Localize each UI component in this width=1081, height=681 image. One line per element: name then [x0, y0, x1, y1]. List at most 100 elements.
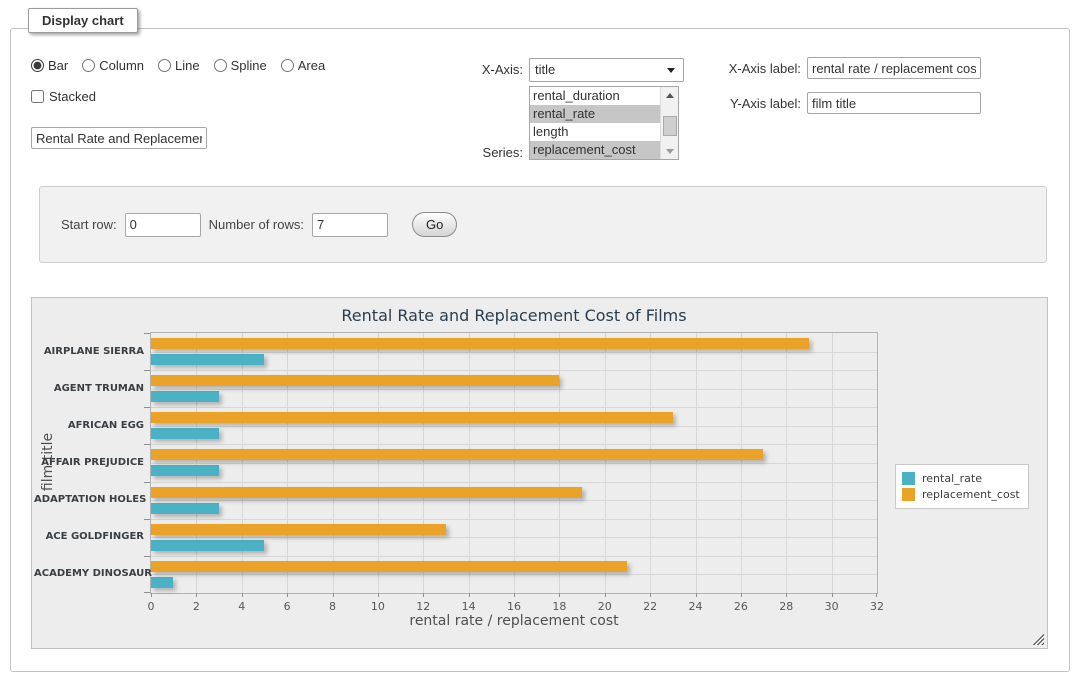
- go-button[interactable]: Go: [412, 212, 458, 237]
- listbox-scrollbar[interactable]: [660, 87, 678, 159]
- column-radio[interactable]: [82, 59, 96, 72]
- scroll-up-button[interactable]: [661, 87, 678, 103]
- tick-mark: [151, 593, 152, 597]
- x-tick-label: 14: [461, 600, 476, 613]
- scrollbar-thumb[interactable]: [663, 116, 677, 136]
- row-range-controls: Start row: Number of rows: Go: [61, 212, 458, 237]
- line-radio[interactable]: [158, 59, 172, 72]
- num-rows-input[interactable]: [312, 212, 388, 237]
- gridline: [151, 444, 877, 446]
- bar: [151, 338, 809, 349]
- x-tick-label: 12: [416, 600, 431, 613]
- chart-type-bar[interactable]: Bar: [31, 58, 68, 73]
- gridline: [151, 407, 877, 409]
- legend-label: rental_rate: [922, 472, 982, 485]
- bar-radio-label: Bar: [48, 58, 69, 73]
- tick-mark: [332, 593, 334, 597]
- gridline: [151, 537, 877, 539]
- legend-label: replacement_cost: [922, 488, 1020, 501]
- x-tick-label: 32: [870, 600, 884, 613]
- tick-mark: [144, 370, 150, 372]
- tick-mark: [740, 593, 742, 597]
- series-option-length[interactable]: length: [533, 124, 569, 139]
- category-label: ADAPTATION HOLES: [34, 494, 147, 506]
- stacked-checkbox[interactable]: [31, 90, 44, 103]
- chart-type-radio-group: Bar Column Line Spline Area: [31, 58, 325, 73]
- tick-mark: [144, 444, 150, 446]
- legend-swatch: [902, 472, 915, 485]
- tick-mark: [604, 593, 606, 597]
- area-radio[interactable]: [280, 59, 294, 72]
- tick-mark: [786, 593, 788, 597]
- scroll-down-button[interactable]: [661, 143, 678, 159]
- series-option-replacement-cost[interactable]: replacement_cost: [530, 141, 678, 159]
- bar: [151, 391, 219, 403]
- bar: [151, 449, 764, 461]
- gridline: [151, 574, 877, 576]
- gridline: [151, 388, 877, 390]
- gridline: [151, 518, 877, 520]
- tick-mark: [559, 593, 561, 597]
- series-option-rental-rate[interactable]: rental_rate: [530, 105, 678, 123]
- chart-type-line[interactable]: Line: [158, 58, 200, 73]
- chart-container: Rental Rate and Replacement Cost of Film…: [31, 297, 1048, 649]
- area-radio-label: Area: [297, 58, 326, 73]
- spline-radio-label: Spline: [230, 58, 267, 73]
- stacked-label: Stacked: [49, 89, 96, 104]
- category-label: AIRPLANE SIERRA: [43, 345, 144, 357]
- x-axis-label-caption: X-Axis label:: [728, 61, 801, 76]
- tick-mark: [468, 593, 470, 597]
- series-listbox[interactable]: rental_duration rental_rate length repla…: [529, 86, 679, 160]
- legend-item: rental_rate: [902, 472, 1020, 485]
- bar: [151, 486, 582, 498]
- tick-mark: [514, 593, 515, 597]
- x-tick-label: 18: [552, 600, 567, 613]
- fieldset-legend: Display chart: [28, 8, 138, 33]
- chart-type-column[interactable]: Column: [82, 58, 144, 73]
- series-option-rental-duration[interactable]: rental_duration: [533, 88, 620, 103]
- gridline: [151, 370, 877, 372]
- y-axis-label-input[interactable]: [807, 92, 981, 114]
- x-tick-label: 30: [824, 600, 839, 613]
- tick-mark: [377, 593, 379, 597]
- x-tick-label: 28: [779, 600, 794, 613]
- category-label: ACADEMY DINOSAUR: [34, 568, 152, 580]
- spline-radio[interactable]: [213, 59, 227, 72]
- chart-type-spline[interactable]: Spline: [213, 58, 267, 73]
- tick-mark: [695, 593, 697, 597]
- bar: [151, 560, 628, 572]
- category-label: AFFAIR PREJUDICE: [41, 457, 144, 468]
- category-label: ACE GOLDFINGER: [45, 531, 144, 543]
- stacked-option[interactable]: Stacked: [31, 89, 96, 104]
- x-tick-label: 4: [238, 600, 246, 613]
- legend-swatch: [902, 488, 915, 501]
- bar-radio[interactable]: [31, 59, 44, 72]
- x-axis-label-input[interactable]: [807, 57, 981, 79]
- x-tick-label: 22: [643, 600, 658, 613]
- x-tick-label: 6: [283, 600, 291, 613]
- x-tick-label: 2: [192, 600, 200, 613]
- chart-type-area[interactable]: Area: [280, 58, 326, 73]
- gridline: [151, 500, 877, 502]
- bar: [151, 428, 219, 440]
- tick-mark: [287, 593, 289, 597]
- resize-handle-icon[interactable]: [1032, 633, 1044, 645]
- chart-title-input[interactable]: [31, 127, 207, 149]
- bar: [151, 502, 219, 514]
- gridline: [151, 481, 877, 483]
- start-row-input[interactable]: [124, 212, 201, 237]
- bar: [151, 412, 673, 424]
- x-axis-select[interactable]: title: [529, 58, 684, 82]
- gridline: [151, 555, 877, 557]
- gridline: [151, 351, 877, 353]
- x-tick-label: 20: [597, 600, 612, 613]
- tick-mark: [144, 481, 150, 483]
- tick-mark: [831, 593, 833, 597]
- x-tick-label: 0: [147, 600, 155, 613]
- bar: [151, 465, 219, 477]
- x-axis-title: rental rate / replacement cost: [409, 613, 619, 629]
- bar: [151, 523, 446, 535]
- x-axis-selected-value: title: [535, 62, 556, 77]
- chart-legend: rental_rate replacement_cost: [895, 464, 1029, 509]
- row-range-panel: Start row: Number of rows: Go: [39, 186, 1047, 263]
